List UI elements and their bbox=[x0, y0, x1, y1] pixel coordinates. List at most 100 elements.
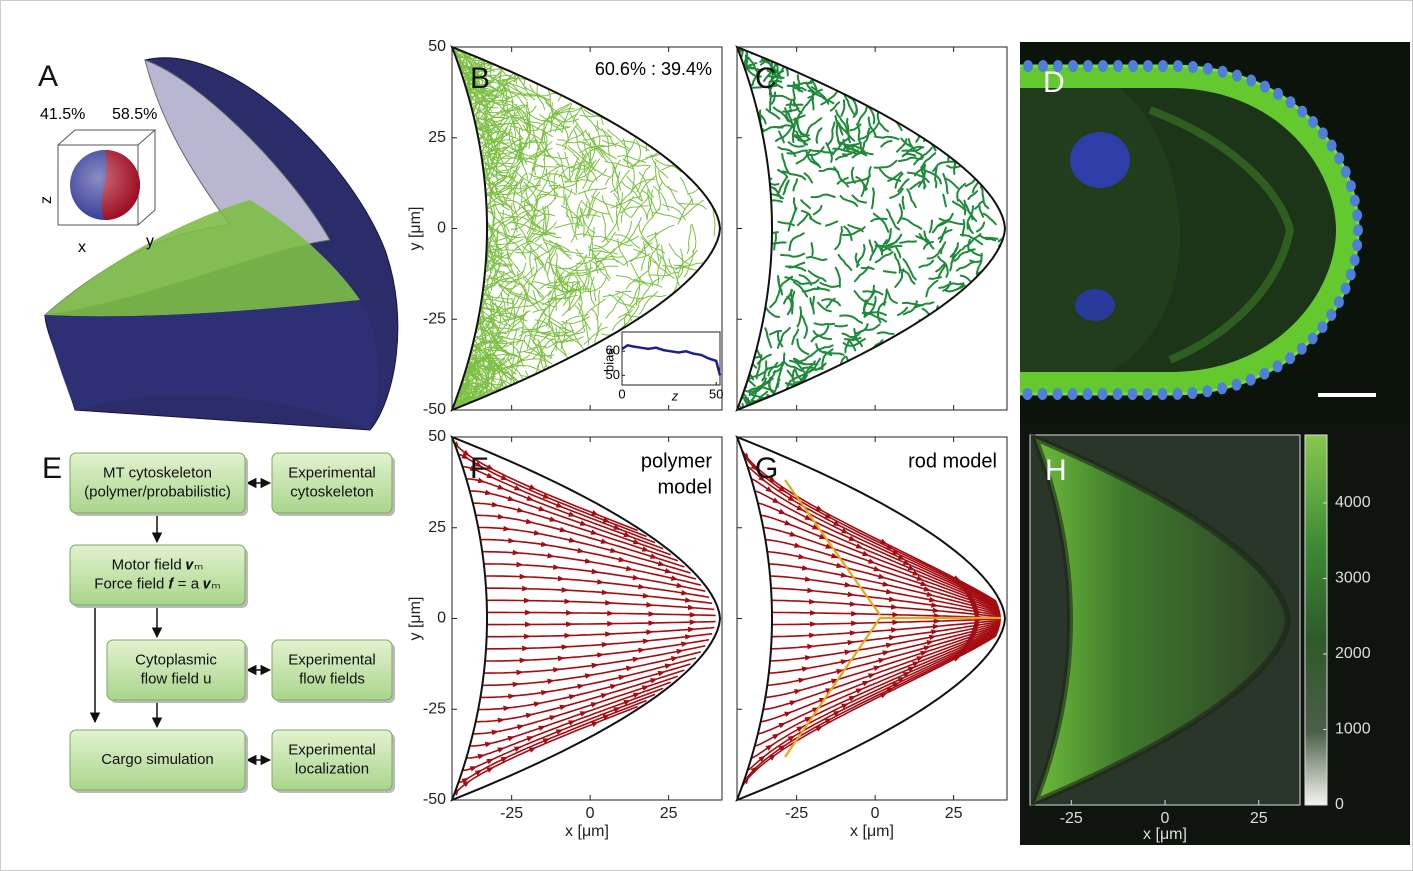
nucleus bbox=[1326, 309, 1336, 321]
y-tick-label: -25 bbox=[423, 310, 446, 327]
annotation: polymer bbox=[641, 450, 712, 472]
y-tick-label: 25 bbox=[428, 129, 446, 146]
annotation: model bbox=[658, 476, 712, 498]
annotation: rod model bbox=[908, 450, 997, 472]
nucleus bbox=[1023, 60, 1033, 72]
nucleus bbox=[1127, 388, 1137, 400]
nucleus bbox=[1318, 127, 1328, 139]
nucleus bbox=[1297, 106, 1307, 118]
nucleus bbox=[1246, 75, 1256, 87]
nucleus bbox=[1172, 388, 1182, 400]
box-text: MT cytoskeleton bbox=[103, 464, 212, 481]
nucleus bbox=[1297, 343, 1307, 355]
figure: A 41.5% 58.5% z x y D E MT cytoskeleton(… bbox=[0, 0, 1413, 871]
nucleus bbox=[1037, 388, 1047, 400]
box-text: cytoskeleton bbox=[290, 483, 373, 500]
box-text: flow fields bbox=[299, 670, 365, 687]
segment bbox=[862, 268, 874, 269]
x-tick-label: 0 bbox=[1161, 810, 1170, 827]
nucleus bbox=[1246, 374, 1256, 386]
nucleus bbox=[1352, 239, 1362, 251]
box-text: Experimental bbox=[288, 651, 376, 668]
panel-label: C bbox=[755, 62, 777, 95]
x-tick-label: -25 bbox=[500, 805, 523, 822]
nucleus bbox=[1143, 60, 1153, 72]
y-tick-label: -50 bbox=[423, 401, 446, 418]
nucleus bbox=[1142, 388, 1152, 400]
nucleus bbox=[1188, 61, 1198, 73]
axis-label: y bbox=[146, 233, 154, 250]
nucleus bbox=[1352, 209, 1362, 221]
nucleus bbox=[1068, 60, 1078, 72]
nucleus bbox=[1273, 88, 1283, 100]
nucleus bbox=[1082, 388, 1092, 400]
colorbar bbox=[1305, 435, 1327, 805]
nucleus bbox=[1350, 194, 1360, 206]
nucleus bbox=[1327, 140, 1337, 152]
nucleus bbox=[1341, 283, 1351, 295]
x-tick-label: -25 bbox=[785, 805, 808, 822]
inset-y-label: bias bbox=[601, 348, 616, 372]
y-tick-label: 50 bbox=[428, 38, 446, 55]
segment bbox=[903, 197, 904, 209]
nucleus bbox=[1218, 66, 1228, 78]
colorbar-tick-label: 0 bbox=[1335, 796, 1344, 813]
nucleus bbox=[1113, 60, 1123, 72]
ratio-label: 60.6% : 39.4% bbox=[595, 59, 712, 79]
axis-label: x bbox=[78, 239, 86, 256]
nucleus bbox=[1341, 166, 1351, 178]
nucleus bbox=[1286, 96, 1296, 108]
axis-label: z bbox=[38, 196, 55, 204]
x-tick-label: 25 bbox=[660, 805, 678, 822]
panel-label: G bbox=[755, 452, 778, 485]
segment bbox=[793, 82, 795, 106]
nucleus bbox=[1350, 254, 1360, 266]
colorbar-tick-label: 2000 bbox=[1335, 645, 1371, 662]
nucleus bbox=[1202, 385, 1212, 397]
nucleus bbox=[1346, 268, 1356, 280]
x-tick-label: -25 bbox=[1060, 810, 1083, 827]
nucleus bbox=[1158, 60, 1168, 72]
nucleus bbox=[1260, 81, 1270, 93]
x-axis-label: x [μm] bbox=[850, 823, 894, 840]
inset-x-tick-label: 0 bbox=[618, 386, 625, 401]
nucleus bbox=[1232, 379, 1242, 391]
box-text: Force field 𝒇 = a 𝒗ₘ bbox=[94, 575, 220, 592]
y-tick-label: 0 bbox=[437, 220, 446, 237]
box-text: localization bbox=[295, 760, 369, 777]
panel-label: H bbox=[1045, 454, 1067, 487]
nucleus bbox=[1217, 382, 1227, 394]
nucleus bbox=[1285, 352, 1295, 364]
nucleus bbox=[1318, 321, 1328, 333]
panel-label: D bbox=[1043, 66, 1065, 99]
box-text: (polymer/probabilistic) bbox=[84, 483, 231, 500]
nucleus bbox=[1334, 296, 1344, 308]
colorbar-tick-label: 1000 bbox=[1335, 721, 1371, 738]
segment bbox=[835, 325, 847, 326]
y-tick-label: 50 bbox=[428, 428, 446, 445]
box-text: Cargo simulation bbox=[101, 751, 214, 768]
panel-label: B bbox=[470, 62, 490, 95]
y-axis-label: y [μm] bbox=[407, 597, 424, 641]
fraction-label: 41.5% bbox=[40, 106, 85, 123]
nucleus bbox=[1157, 388, 1167, 400]
x-axis-label: x [μm] bbox=[1143, 826, 1187, 843]
segment bbox=[814, 323, 834, 325]
inset-x-tick-label: 50 bbox=[709, 386, 723, 401]
colorbar-tick-label: 3000 bbox=[1335, 570, 1371, 587]
box-text: flow field u bbox=[141, 670, 212, 687]
nucleus bbox=[1259, 368, 1269, 380]
inset-x-label: z bbox=[671, 388, 679, 403]
box-text: Cytoplasmic bbox=[135, 651, 217, 668]
y-tick-label: -25 bbox=[423, 700, 446, 717]
fraction-label: 58.5% bbox=[112, 106, 157, 123]
panel-label: F bbox=[470, 452, 488, 485]
y-axis-label: y [μm] bbox=[407, 207, 424, 251]
y-tick-label: 0 bbox=[437, 610, 446, 627]
nucleus bbox=[1098, 60, 1108, 72]
nucleus bbox=[1334, 152, 1344, 164]
nucleus bbox=[1022, 388, 1032, 400]
colorbar-tick-label: 4000 bbox=[1335, 494, 1371, 511]
y-tick-label: -50 bbox=[423, 791, 446, 808]
nucleus bbox=[1203, 63, 1213, 75]
